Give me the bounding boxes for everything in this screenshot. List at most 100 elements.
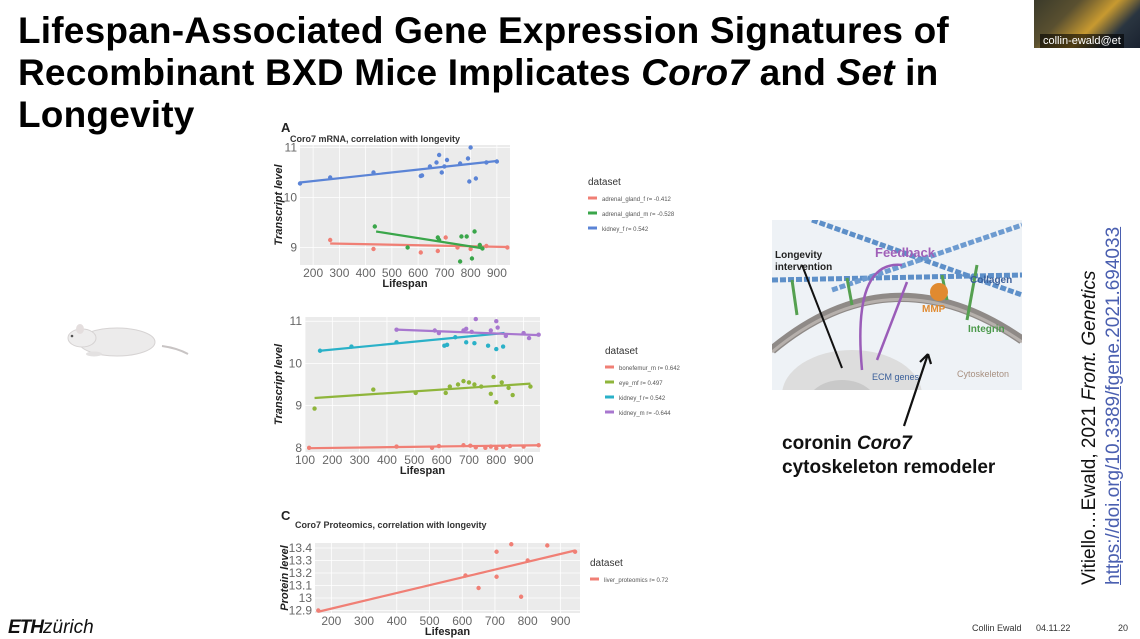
data-point bbox=[461, 443, 466, 448]
caption-line-2: cytoskeleton remodeler bbox=[782, 457, 996, 478]
data-point bbox=[545, 543, 550, 548]
data-point bbox=[432, 328, 437, 333]
data-point bbox=[525, 558, 530, 563]
data-point bbox=[297, 181, 303, 186]
data-point bbox=[518, 594, 524, 599]
footer-author: Collin Ewald bbox=[972, 623, 1022, 633]
series-0 bbox=[327, 235, 510, 255]
data-point bbox=[494, 346, 499, 352]
data-point bbox=[453, 335, 458, 340]
footer-date: 04.11.22 bbox=[1036, 623, 1071, 633]
data-point bbox=[495, 325, 500, 330]
data-point bbox=[465, 156, 471, 161]
data-point bbox=[327, 175, 333, 180]
y-tick-label: 13 bbox=[299, 591, 313, 605]
data-point bbox=[419, 173, 425, 178]
chart-coro7-mrna-tissues: 100 200 300 400 500 600 700 800 900 8 9 10 11 Lifespa… bbox=[273, 314, 681, 477]
doi-link[interactable]: https://doi.org/10.3389/fgene.2021.69403… bbox=[1103, 226, 1124, 585]
footer-page-number: 20 bbox=[1118, 623, 1129, 633]
data-point bbox=[468, 246, 473, 252]
gene-name: Set bbox=[836, 52, 895, 93]
data-point bbox=[394, 327, 399, 332]
data-point bbox=[483, 445, 488, 450]
x-tick-label: 400 bbox=[377, 453, 397, 467]
data-point bbox=[473, 176, 479, 181]
data-point bbox=[436, 237, 442, 243]
x-tick-label: 300 bbox=[350, 453, 370, 467]
y-tick-label: 12.9 bbox=[289, 604, 313, 618]
legend-entry: eye_mf r= 0.497 bbox=[619, 381, 663, 387]
series-1 bbox=[372, 224, 485, 264]
gene-name: Coro7 bbox=[641, 52, 750, 93]
eth-logo-text: zürich bbox=[43, 617, 94, 638]
y-axis-label: Transcript level bbox=[273, 164, 285, 246]
webcam-thumbnail[interactable]: collin-ewald@et bbox=[1034, 0, 1140, 48]
series-2 bbox=[297, 145, 500, 186]
data-point bbox=[405, 245, 410, 250]
title-line-2: Recombinant BXD Mice Implicates Coro7 an… bbox=[18, 52, 1098, 94]
data-point bbox=[488, 328, 494, 333]
data-point bbox=[494, 574, 499, 579]
data-point bbox=[477, 242, 483, 248]
data-point bbox=[434, 160, 439, 165]
data-point bbox=[371, 246, 376, 252]
data-point bbox=[491, 374, 496, 380]
label-ecm-genes: ECM genes bbox=[872, 372, 920, 382]
caption-gene: Coro7 bbox=[856, 433, 912, 454]
regression-line bbox=[318, 549, 576, 613]
title-text: and bbox=[749, 52, 837, 93]
x-tick-label: 100 bbox=[295, 453, 315, 467]
x-tick-label: 700 bbox=[459, 453, 479, 467]
ecm-diagram-art: Longevity intervention Feedback Collagen… bbox=[772, 220, 1022, 390]
data-point bbox=[306, 445, 312, 450]
data-point bbox=[463, 573, 468, 578]
data-point bbox=[444, 157, 450, 163]
x-axis-label: Lifespan bbox=[382, 278, 428, 290]
data-point bbox=[443, 235, 448, 240]
data-point bbox=[455, 245, 460, 250]
label-intervention-2: intervention bbox=[775, 262, 832, 273]
data-point bbox=[503, 333, 509, 339]
label-mmp: MMP bbox=[922, 304, 946, 315]
y-tick-label: 9 bbox=[290, 241, 297, 255]
y-tick-label: 13.2 bbox=[289, 566, 313, 580]
data-point bbox=[457, 161, 463, 166]
y-tick-label: 9 bbox=[295, 399, 302, 413]
data-point bbox=[484, 160, 489, 165]
data-point bbox=[427, 164, 433, 169]
data-point bbox=[413, 390, 418, 396]
slide-title: Lifespan-Associated Gene Expression Sign… bbox=[18, 10, 1098, 136]
x-axis-label: Lifespan bbox=[400, 465, 446, 477]
data-point bbox=[444, 342, 450, 348]
data-point bbox=[473, 445, 478, 450]
data-point bbox=[349, 344, 354, 349]
series-3 bbox=[394, 316, 541, 341]
legend-entry: liver_proteomics r= 0.72 bbox=[604, 578, 669, 584]
data-point bbox=[536, 332, 541, 337]
y-axis-label: Protein level bbox=[279, 544, 291, 610]
regression-line bbox=[375, 230, 484, 250]
data-point bbox=[488, 444, 494, 449]
y-tick-label: 8 bbox=[295, 441, 302, 455]
x-tick-label: 600 bbox=[432, 453, 452, 467]
legend-title: dataset bbox=[590, 558, 623, 569]
eth-logo: ETHzürich bbox=[8, 617, 94, 639]
data-point bbox=[506, 385, 511, 391]
chart-title: Coro7 Proteomics, correlation with longe… bbox=[295, 520, 487, 530]
legend-entry: kidney_f r= 0.542 bbox=[619, 396, 666, 402]
data-point bbox=[447, 384, 453, 389]
x-tick-label: 700 bbox=[485, 614, 505, 628]
data-point bbox=[484, 243, 489, 249]
regression-line bbox=[309, 444, 539, 450]
data-point bbox=[464, 234, 469, 239]
data-point bbox=[468, 443, 473, 448]
data-point bbox=[528, 384, 533, 389]
x-tick-label: 800 bbox=[461, 266, 481, 280]
pointer-arrow bbox=[902, 353, 933, 427]
x-tick-label: 300 bbox=[329, 266, 349, 280]
data-point bbox=[442, 164, 447, 169]
data-point bbox=[509, 542, 514, 547]
x-tick-label: 500 bbox=[404, 453, 424, 467]
data-point bbox=[468, 145, 473, 150]
title-line-1: Lifespan-Associated Gene Expression Sign… bbox=[18, 10, 949, 51]
